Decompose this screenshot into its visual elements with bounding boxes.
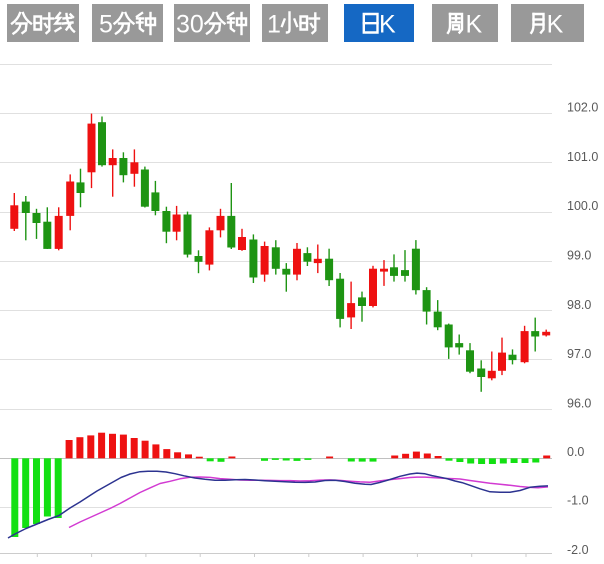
svg-text:98.0: 98.0: [567, 298, 591, 312]
svg-text:101.0: 101.0: [567, 150, 598, 164]
svg-text:5: 5: [99, 11, 113, 39]
svg-text:-2.0: -2.0: [567, 543, 589, 557]
svg-text:K: K: [547, 11, 564, 39]
svg-text:102.0: 102.0: [567, 101, 598, 115]
svg-text:99.0: 99.0: [567, 249, 591, 263]
svg-text:96.0: 96.0: [567, 396, 591, 410]
svg-text:1: 1: [267, 11, 281, 39]
svg-text:30: 30: [176, 11, 204, 39]
svg-text:K: K: [466, 11, 483, 39]
svg-text:-1.0: -1.0: [567, 494, 589, 508]
svg-text:0.0: 0.0: [567, 445, 584, 459]
svg-text:K: K: [379, 11, 396, 39]
svg-text:97.0: 97.0: [567, 347, 591, 361]
svg-text:100.0: 100.0: [567, 199, 598, 213]
